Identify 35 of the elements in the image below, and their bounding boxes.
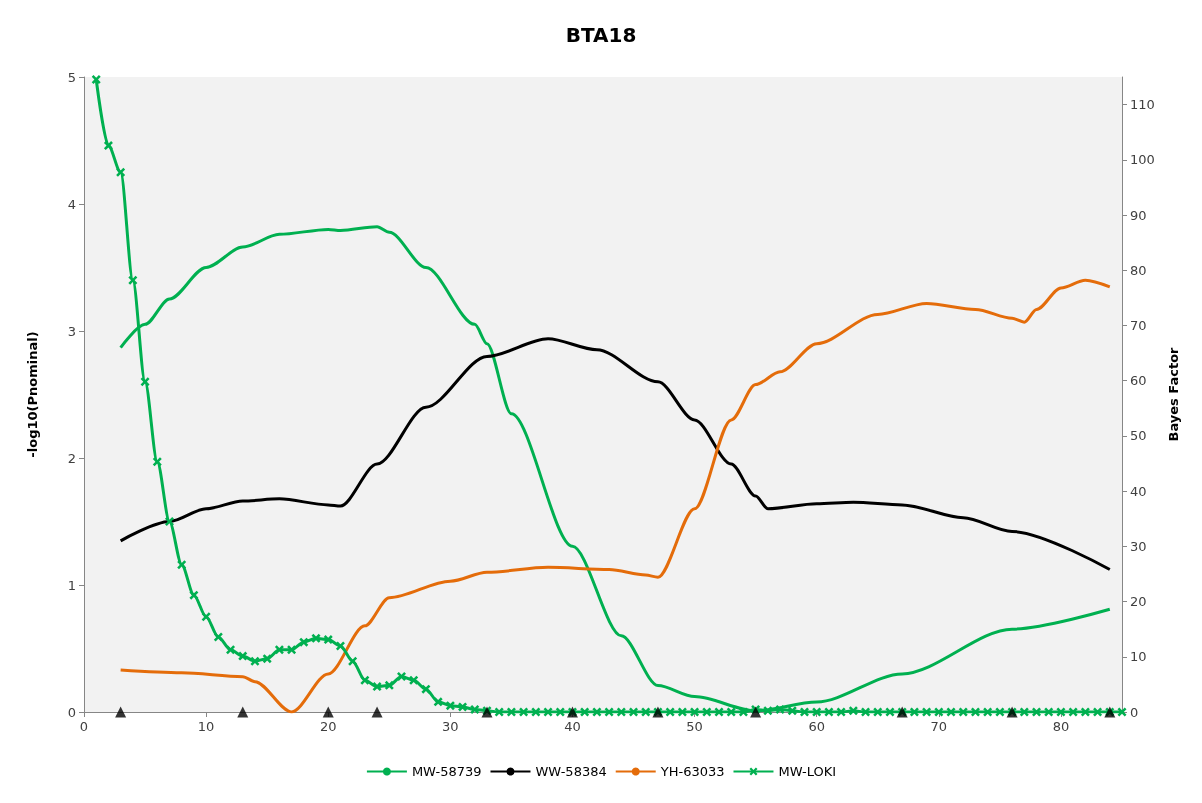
y-tick-label: 3 [67, 323, 76, 339]
chart-title: BTA18 [565, 23, 637, 47]
y2-tick-label: 100 [1130, 152, 1155, 168]
y-tick-label: 0 [67, 704, 76, 720]
y2-axis-title: Bayes Factor [1166, 346, 1181, 442]
y-tick-label: 4 [67, 196, 76, 212]
y2-tick-label: 90 [1130, 207, 1147, 223]
x-tick-label: 80 [1052, 719, 1070, 734]
y2-tick-label: 50 [1130, 428, 1147, 444]
y2-tick-label: 60 [1130, 373, 1147, 389]
y2-tick-label: 0 [1130, 704, 1139, 720]
y2-tick-label: 30 [1130, 538, 1147, 554]
y-axis-title: -log10(Pnominal) [25, 331, 40, 458]
y2-tick-label: 20 [1130, 594, 1147, 610]
line-series [119, 337, 1112, 572]
y2-tick-label: 10 [1130, 649, 1147, 665]
y-tick-label: 1 [67, 577, 76, 593]
legend-label: WW-58384 [535, 764, 607, 779]
y2-tick-label: 40 [1130, 483, 1147, 499]
x-tick-label: 60 [808, 719, 825, 734]
x-tick-label: 50 [686, 719, 703, 734]
legend-label: YH-63033 [659, 764, 725, 779]
x-tick-label: 0 [79, 719, 89, 734]
x-tick-label: 70 [930, 719, 948, 734]
x-tick-label: 10 [197, 719, 215, 734]
y2-tick-label: 110 [1130, 97, 1155, 113]
y-tick-label: 5 [67, 69, 76, 85]
y2-tick-label: 80 [1130, 262, 1147, 278]
legend-label: MW-58739 [411, 764, 482, 779]
x-tick-label: 20 [319, 719, 337, 734]
x-tick-label: 40 [564, 719, 581, 734]
x-tick-label: 30 [442, 719, 459, 734]
y2-tick-label: 70 [1130, 317, 1147, 333]
y-tick-label: 2 [67, 450, 76, 466]
legend-label: MW-LOKI [778, 764, 837, 779]
